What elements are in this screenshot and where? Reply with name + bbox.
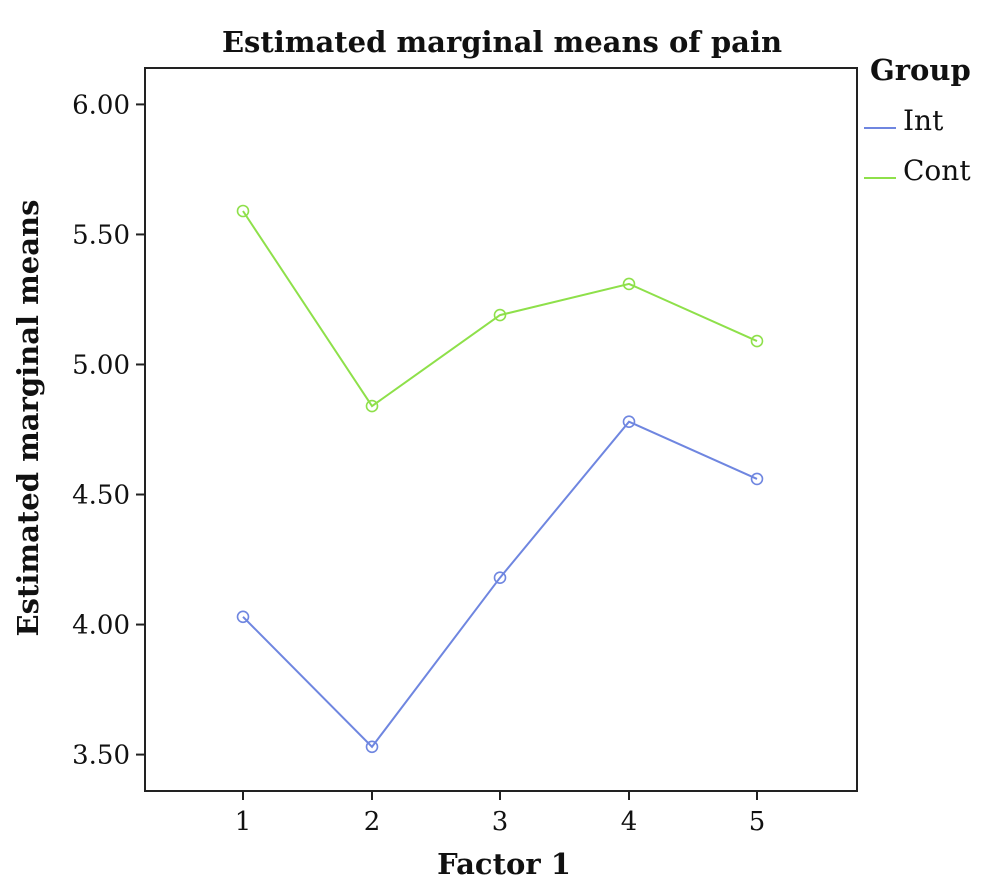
legend-label-cont: Cont [903, 154, 971, 187]
data-point-int [365, 740, 379, 754]
y-tick-label: 5.50 [72, 220, 130, 250]
y-axis-label: Estimated marginal means [11, 200, 45, 637]
x-tick-label: 2 [364, 807, 381, 837]
y-axis: 3.50 4.00 4.50 5.00 5.50 6.00 [72, 90, 145, 771]
chart-title: Estimated marginal means of pain [222, 25, 782, 59]
series-line-cont [242, 210, 758, 408]
y-tick-label: 6.00 [72, 90, 130, 120]
series-layer [236, 204, 764, 754]
x-tick-label: 4 [621, 807, 638, 837]
legend-label-int: Int [903, 104, 944, 137]
y-tick-label: 4.50 [72, 481, 130, 511]
legend-title: Group [870, 53, 971, 87]
data-point-cont [236, 204, 250, 218]
x-tick-label: 1 [235, 807, 252, 837]
y-tick-label: 5.00 [72, 350, 130, 380]
data-point-cont [622, 277, 636, 291]
data-point-int [493, 571, 507, 585]
data-point-cont [493, 308, 507, 322]
data-point-int [236, 610, 250, 624]
y-tick-label: 4.00 [72, 611, 130, 641]
x-tick-label: 5 [749, 807, 766, 837]
x-axis-label: Factor 1 [437, 847, 571, 881]
data-point-int [750, 472, 764, 486]
plot-frame [144, 67, 858, 792]
x-tick-label: 3 [492, 807, 509, 837]
y-tick-label: 3.50 [72, 741, 130, 771]
data-point-cont [750, 334, 764, 348]
x-axis: 1 2 3 4 5 [235, 791, 766, 837]
series-line-int [242, 420, 758, 749]
data-point-cont [365, 399, 379, 413]
legend: Group Int Cont [864, 53, 971, 187]
data-point-int [622, 415, 636, 429]
